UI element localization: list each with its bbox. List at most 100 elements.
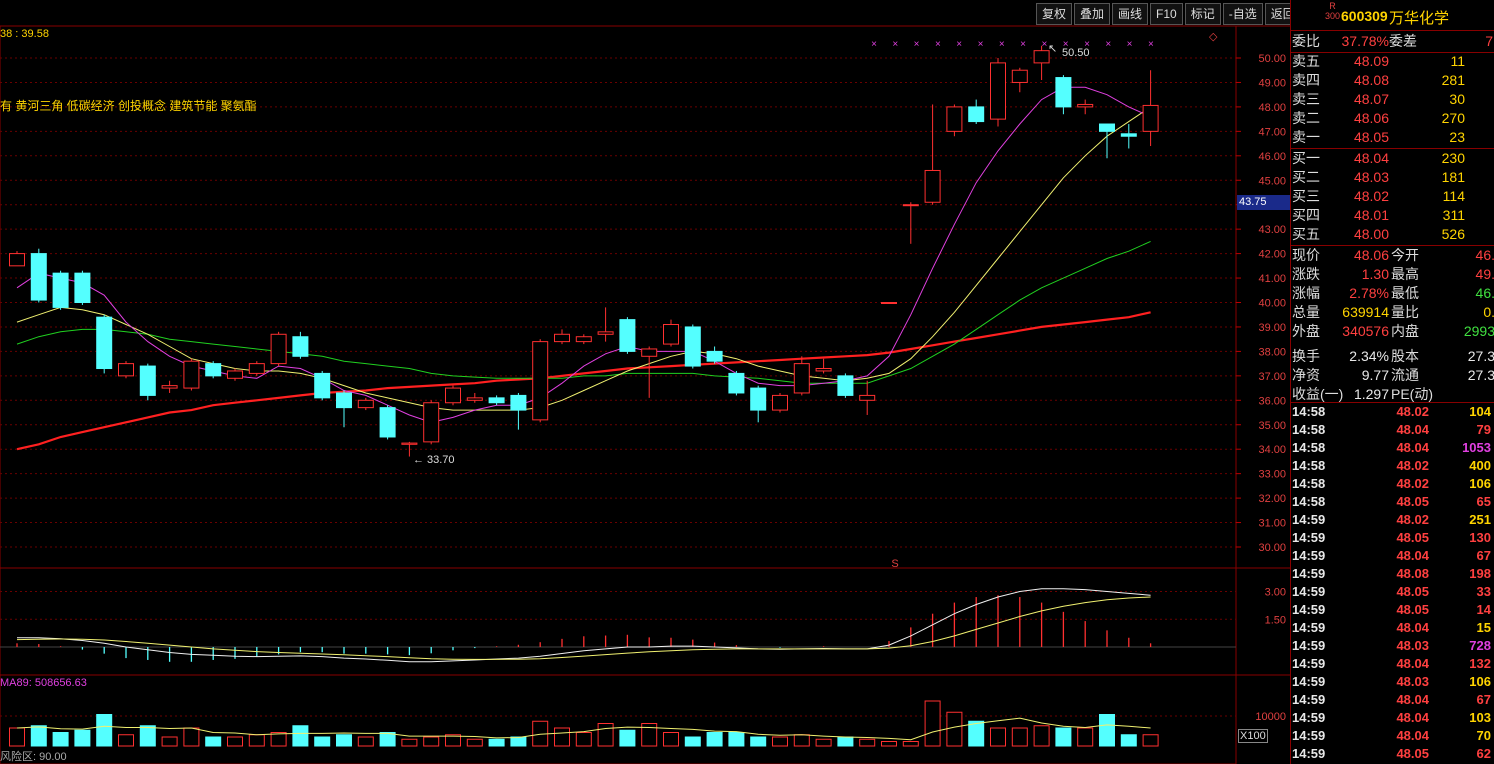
ask-row[interactable]: 卖五 48.09 11 (1291, 52, 1494, 71)
candle-body (902, 204, 919, 207)
bid-row[interactable]: 买五 48.00 526 (1291, 225, 1494, 244)
tick-volume: 728 (1469, 638, 1491, 653)
candle-body (139, 365, 156, 396)
volume-bar (772, 736, 788, 747)
ask-row[interactable]: 卖三 48.07 30 (1291, 90, 1494, 109)
candle-body (30, 253, 47, 301)
candle-body (314, 372, 331, 399)
volume-bar (379, 732, 396, 747)
stock-header: R 300 600309 万华化学 (1291, 0, 1494, 31)
candle-body (1033, 50, 1050, 64)
tick-row: 14:59 48.08 198 (1291, 565, 1494, 583)
diamond-icon[interactable]: ◇ (1209, 31, 1218, 43)
quote-value-2: 27.3 (1467, 367, 1494, 383)
tick-price: 48.04 (1396, 710, 1429, 725)
bid-label: 买一 (1292, 150, 1320, 166)
volume-bar (314, 736, 331, 747)
volume-bar (9, 727, 25, 747)
tick-row: 14:59 48.04 103 (1291, 709, 1494, 727)
bid-volume: 114 (1442, 188, 1465, 204)
volume-bar (728, 732, 745, 747)
candle-body (837, 375, 854, 396)
tick-row: 14:59 48.04 67 (1291, 691, 1494, 709)
tick-volume: 14 (1476, 602, 1491, 617)
tick-volume: 79 (1476, 422, 1491, 437)
quote-value: 639914 (1342, 304, 1389, 320)
candle-body (684, 326, 701, 367)
ask-row[interactable]: 卖二 48.06 270 (1291, 109, 1494, 128)
signal-marker: × (956, 39, 962, 50)
tick-volume: 106 (1469, 476, 1491, 491)
tick-price: 48.05 (1396, 602, 1429, 617)
ma-mid-line (16, 240, 1151, 384)
low-arrow: ← (413, 454, 424, 466)
volume-bar (597, 723, 614, 747)
ask-row[interactable]: 卖一 48.05 23 (1291, 128, 1494, 147)
price-tick-label: 38.00 (1258, 346, 1286, 358)
tick-time: 14:58 (1292, 458, 1326, 473)
tick-time: 14:59 (1292, 512, 1326, 527)
tick-row: 14:58 48.05 65 (1291, 493, 1494, 511)
add-watchlist-button[interactable]: -自选 (1222, 3, 1263, 25)
tick-volume: 1053 (1462, 440, 1491, 455)
tick-price: 48.02 (1396, 476, 1429, 491)
high-annotation: 50.50 (1062, 47, 1090, 59)
volume-bar (575, 732, 592, 747)
volume-bar (227, 736, 243, 747)
tick-price: 48.03 (1396, 674, 1429, 689)
ma-long-line (16, 311, 1151, 451)
tick-price: 48.04 (1396, 548, 1429, 563)
tick-volume: 198 (1469, 566, 1491, 581)
draw-line-button[interactable]: 画线 (1112, 3, 1149, 25)
ask-price: 48.08 (1353, 72, 1389, 88)
kline-chart-area[interactable]: × × × × × × × × × × × × × × 3.00 1.50 10000 50.00 49.00… (0, 0, 1290, 764)
volume-bar (1120, 734, 1137, 747)
f10-button[interactable]: F10 (1150, 3, 1183, 25)
volume-bar (357, 736, 374, 747)
volume-bar (510, 736, 527, 747)
bid-row[interactable]: 买四 48.01 311 (1291, 206, 1494, 225)
ask-volume: 11 (1450, 53, 1465, 69)
risk-zone-label: 风险区: 90.00 (0, 751, 67, 763)
quote-row: 外盘 340576 内盘 2993 (1291, 322, 1494, 341)
quote-row: 总量 639914 量比 0. (1291, 303, 1494, 322)
tick-price: 48.04 (1396, 692, 1429, 707)
tick-price: 48.05 (1396, 530, 1429, 545)
tick-row: 14:59 48.03 106 (1291, 673, 1494, 691)
candle-body (445, 387, 461, 404)
volume-bar (423, 736, 440, 747)
bid-label: 买二 (1292, 169, 1320, 185)
tick-price: 48.02 (1396, 458, 1429, 473)
tick-time: 14:58 (1292, 404, 1326, 419)
tick-row: 14:59 48.04 67 (1291, 547, 1494, 565)
overlay-button[interactable]: 叠加 (1074, 3, 1111, 25)
candle-body (728, 372, 745, 394)
quote-label-2: 量比 (1391, 304, 1419, 320)
ask-row[interactable]: 卖四 48.08 281 (1291, 71, 1494, 90)
bid-row[interactable]: 买三 48.02 114 (1291, 187, 1494, 206)
signal-marker: × (892, 39, 898, 50)
quote-label-2: 今开 (1391, 247, 1419, 263)
volume-bar (1077, 727, 1094, 747)
price-tick-label: 46.00 (1258, 151, 1286, 163)
volume-bar (401, 738, 418, 747)
current-price-marker: 43.75 (1237, 195, 1291, 210)
bid-row[interactable]: 买二 48.03 181 (1291, 168, 1494, 187)
quote-value: 48.06 (1353, 247, 1389, 263)
candle-body (619, 319, 636, 352)
volume-bar (74, 729, 91, 747)
bid-price: 48.02 (1353, 188, 1389, 204)
ask-price: 48.07 (1353, 91, 1389, 107)
weibi-value: 37.78% (1341, 33, 1389, 49)
candle-body (74, 272, 91, 304)
price-tick-label: 32.00 (1258, 493, 1286, 505)
volume-bar (118, 734, 134, 747)
price-tick-label: 37.00 (1258, 371, 1286, 383)
tick-price: 48.05 (1396, 494, 1429, 509)
candle-body (663, 324, 679, 345)
signal-marker: × (1148, 39, 1154, 50)
restore-rights-button[interactable]: 复权 (1036, 3, 1073, 25)
bid-row[interactable]: 买一 48.04 230 (1291, 149, 1494, 168)
mark-button[interactable]: 标记 (1184, 3, 1221, 25)
volume-bar (466, 738, 483, 747)
